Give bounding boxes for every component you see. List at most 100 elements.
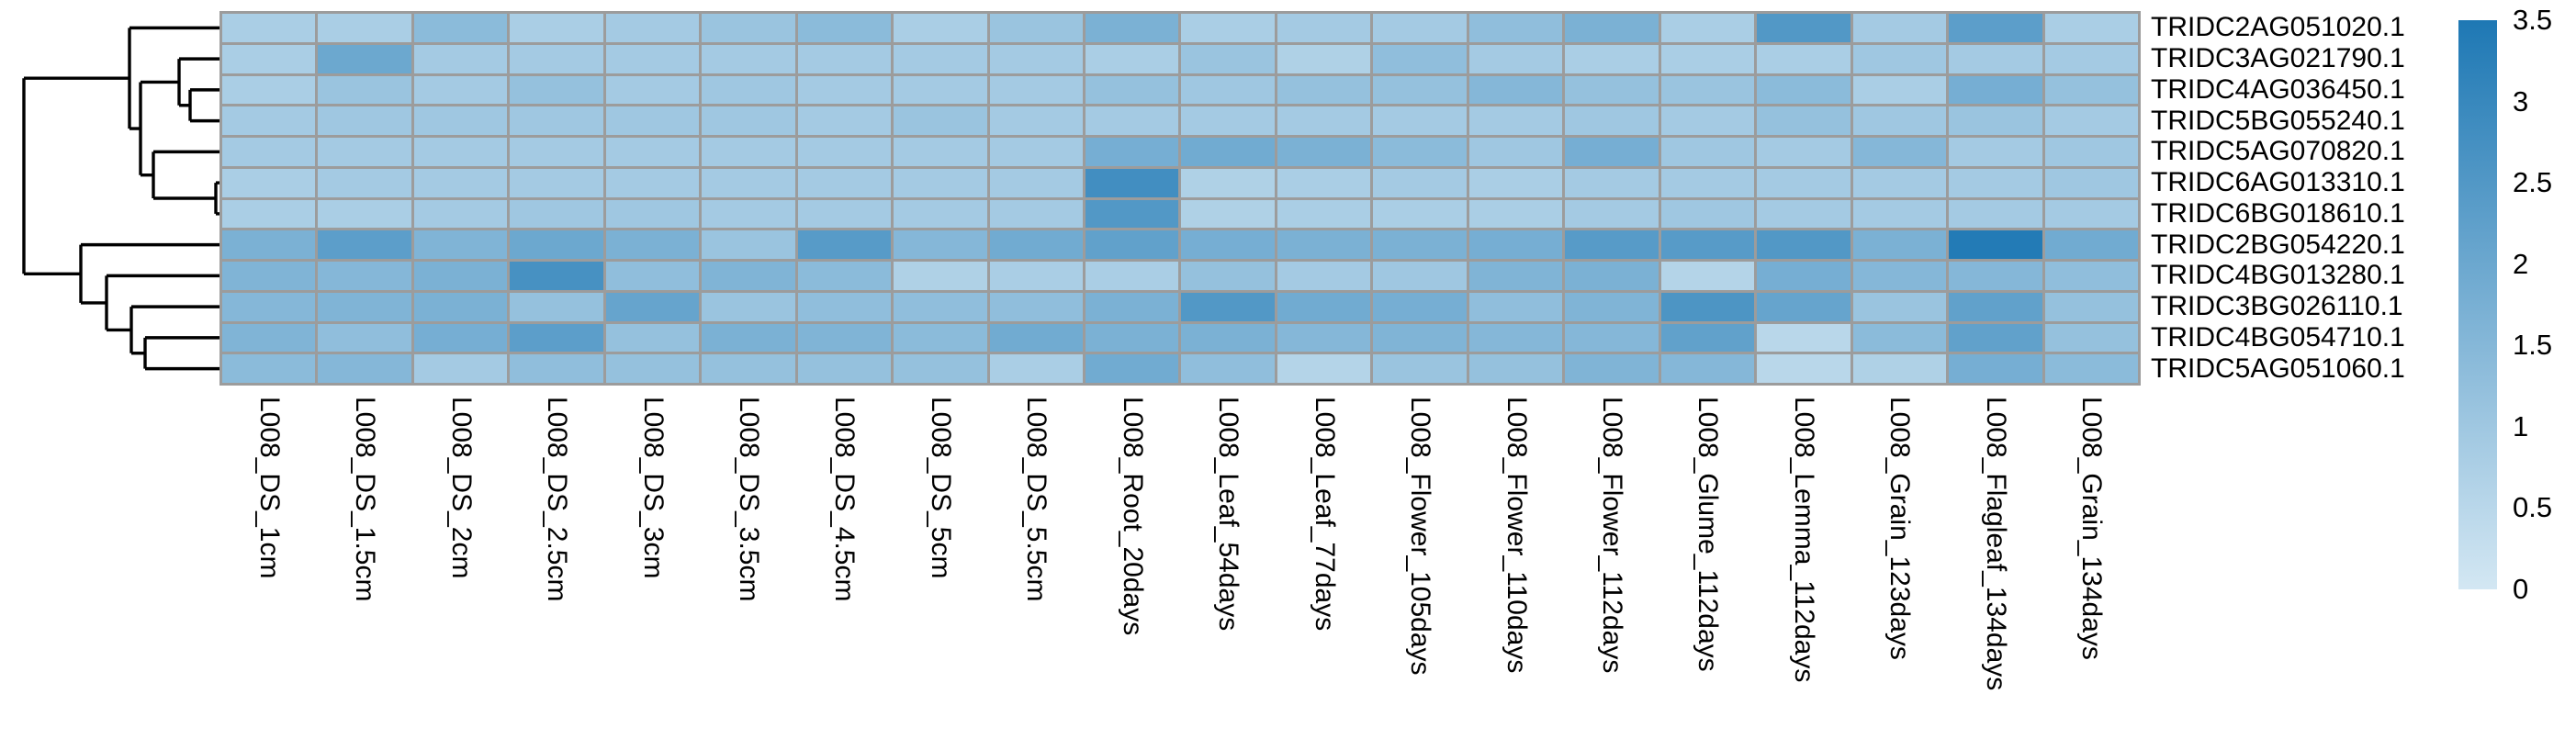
- heatmap-cell: [702, 14, 795, 42]
- heatmap-cell: [1086, 44, 1179, 73]
- heatmap-cell: [1660, 354, 1755, 383]
- heatmap-cell: [894, 262, 987, 290]
- heatmap-cell: [1277, 199, 1371, 229]
- heatmap-cell: [605, 323, 700, 353]
- row-label: TRIDC5AG051060.1: [2151, 353, 2405, 384]
- heatmap-cell: [1852, 323, 1947, 353]
- colorbar-tick-label: 2: [2513, 247, 2529, 280]
- heatmap-cell: [1565, 354, 1659, 383]
- heatmap-cell: [1277, 106, 1371, 135]
- heatmap-cell: [1181, 354, 1275, 383]
- heatmap-cell: [1181, 230, 1275, 259]
- heatmap-cell: [797, 292, 892, 321]
- heatmap-cell: [1757, 14, 1850, 42]
- col-label: L008_DS_3.5cm: [733, 397, 764, 602]
- col-label: L008_Flower_105days: [1405, 397, 1436, 676]
- col-label: L008_Grain_123days: [1884, 397, 1916, 660]
- heatmap-cell: [605, 354, 700, 383]
- row-label: TRIDC6AG013310.1: [2151, 167, 2405, 198]
- heatmap-cell: [1757, 199, 1850, 229]
- heatmap-cell: [222, 230, 316, 259]
- heatmap-cell: [1660, 292, 1755, 321]
- heatmap-cell: [1757, 138, 1850, 166]
- heatmap-cell: [318, 199, 411, 229]
- heatmap-cell: [1277, 75, 1371, 105]
- heatmap-cell: [702, 323, 795, 353]
- heatmap-cell: [605, 168, 700, 197]
- heatmap-cell: [2044, 44, 2138, 73]
- heatmap-cell: [1468, 199, 1563, 229]
- heatmap-cell: [318, 138, 411, 166]
- heatmap-cell: [702, 199, 795, 229]
- heatmap-cell: [1181, 138, 1275, 166]
- heatmap-cell: [510, 138, 603, 166]
- heatmap-cell: [1565, 138, 1659, 166]
- heatmap-cell: [510, 262, 603, 290]
- heatmap-cell: [222, 168, 316, 197]
- row-label: TRIDC6BG018610.1: [2151, 197, 2405, 229]
- heatmap-cell: [2044, 138, 2138, 166]
- colorbar-tick-label: 0.5: [2513, 491, 2553, 524]
- heatmap-cell: [989, 106, 1084, 135]
- heatmap-cell: [1086, 262, 1179, 290]
- heatmap-cell: [797, 75, 892, 105]
- heatmap-cell: [222, 199, 316, 229]
- heatmap-cell: [222, 106, 316, 135]
- heatmap-cell: [605, 44, 700, 73]
- heatmap-cell: [1468, 230, 1563, 259]
- heatmap-cell: [605, 14, 700, 42]
- heatmap-cell: [1660, 168, 1755, 197]
- col-label: L008_DS_2cm: [445, 397, 477, 579]
- heatmap-cell: [1852, 230, 1947, 259]
- heatmap-cell: [1277, 262, 1371, 290]
- heatmap-cell: [1852, 44, 1947, 73]
- col-label: L008_Leaf_54days: [1213, 397, 1244, 632]
- heatmap-cell: [1949, 138, 2042, 166]
- row-label: TRIDC5BG055240.1: [2151, 105, 2405, 136]
- heatmap-cell: [1660, 199, 1755, 229]
- heatmap-cell: [1949, 323, 2042, 353]
- heatmap-cell: [1949, 44, 2042, 73]
- heatmap-cell: [1181, 75, 1275, 105]
- heatmap-cell: [894, 199, 987, 229]
- heatmap-cell: [1852, 75, 1947, 105]
- heatmap-cell: [1086, 230, 1179, 259]
- col-label: L008_DS_5cm: [925, 397, 956, 579]
- heatmap-cell: [702, 230, 795, 259]
- colorbar-tick-label: 3.5: [2513, 4, 2553, 36]
- heatmap-cell: [318, 75, 411, 105]
- heatmap-cell: [1277, 354, 1371, 383]
- heatmap-cell: [413, 199, 508, 229]
- heatmap-cell: [989, 230, 1084, 259]
- heatmap-cell: [1565, 262, 1659, 290]
- heatmap-cell: [1660, 44, 1755, 73]
- heatmap-cell: [1277, 230, 1371, 259]
- heatmap-cell: [894, 138, 987, 166]
- colorbar-gradient: [2458, 20, 2497, 589]
- heatmap-cell: [222, 262, 316, 290]
- heatmap-cell: [797, 44, 892, 73]
- heatmap-cell: [2044, 168, 2138, 197]
- heatmap-cell: [1373, 292, 1467, 321]
- heatmap-cell: [510, 354, 603, 383]
- heatmap-cell: [1660, 106, 1755, 135]
- heatmap-cell: [1757, 75, 1850, 105]
- colorbar-tick-label: 1.5: [2513, 329, 2553, 362]
- heatmap-cell: [605, 292, 700, 321]
- heatmap-cell: [318, 354, 411, 383]
- heatmap-cell: [797, 168, 892, 197]
- heatmap-cell: [1373, 106, 1467, 135]
- heatmap-cell: [1757, 354, 1850, 383]
- heatmap-cell: [1757, 323, 1850, 353]
- heatmap-cell: [1086, 199, 1179, 229]
- heatmap-cell: [413, 14, 508, 42]
- heatmap-cell: [2044, 230, 2138, 259]
- row-label: TRIDC4BG054710.1: [2151, 321, 2405, 353]
- col-label: L008_DS_1cm: [253, 397, 285, 579]
- row-label: TRIDC2AG051020.1: [2151, 12, 2405, 43]
- heatmap-cell: [1949, 168, 2042, 197]
- heatmap-cell: [2044, 75, 2138, 105]
- heatmap-cell: [1660, 138, 1755, 166]
- heatmap-cell: [1468, 168, 1563, 197]
- heatmap-cell: [318, 168, 411, 197]
